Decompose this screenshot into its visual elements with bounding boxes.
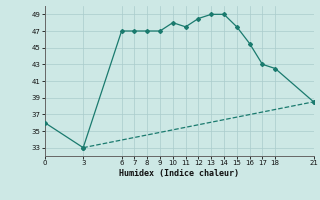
X-axis label: Humidex (Indice chaleur): Humidex (Indice chaleur) bbox=[119, 169, 239, 178]
